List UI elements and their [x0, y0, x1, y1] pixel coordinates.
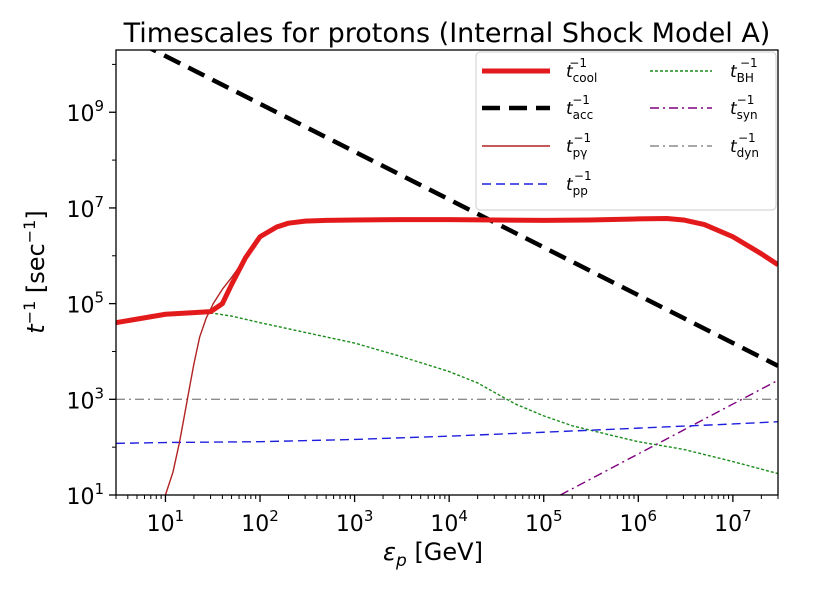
- y-tick-label: 107: [66, 193, 104, 223]
- legend-box: [475, 51, 777, 211]
- series-layer: [116, 50, 778, 495]
- x-ticks: 101 102 103 104 105 106 107: [115, 495, 779, 537]
- legend-label-BH: tBH−1: [730, 56, 758, 85]
- series-line-cool: [116, 216, 778, 326]
- svg-text:t−1 [sec−1]: t−1 [sec−1]: [20, 210, 50, 333]
- x-tick-label: 105: [525, 507, 563, 537]
- series-line-BH: [116, 311, 778, 475]
- y-ticks: 101 103 105 107 109: [66, 63, 116, 510]
- x-tick-label: 107: [714, 507, 752, 537]
- series-line-syn: [560, 379, 778, 495]
- y-tick-label: 103: [66, 384, 104, 414]
- legend-label-acc: tacc−1: [566, 93, 593, 122]
- legend-label-pγ: tpγ−1: [566, 131, 591, 160]
- chart-title: Timescales for protons (Internal Shock M…: [123, 18, 771, 49]
- x-tick-label: 103: [336, 507, 374, 537]
- x-tick-label: 101: [147, 507, 185, 537]
- legend: tcool−1 tacc−1 tpγ−1 tpp−1 tBH−1 tsyn−1 tdyn−1: [475, 51, 777, 211]
- y-tick-label: 105: [66, 289, 104, 319]
- x-axis-label: εp [GeV]: [383, 538, 483, 571]
- x-tick-label: 106: [620, 507, 658, 537]
- y-tick-label: 109: [66, 97, 104, 127]
- legend-label-syn: tsyn−1: [730, 93, 758, 122]
- svg-text:εp [GeV]: εp [GeV]: [383, 538, 483, 571]
- series-line-acc: [148, 50, 778, 368]
- legend-label-cool: tcool−1: [566, 56, 597, 85]
- plot-frame: [115, 49, 779, 496]
- legend-label-pp: tpp−1: [566, 169, 592, 198]
- y-tick-label: 101: [66, 480, 104, 510]
- x-tick-label: 104: [430, 507, 468, 537]
- x-tick-label: 102: [241, 507, 279, 537]
- legend-label-dyn: tdyn−1: [730, 131, 759, 160]
- y-axis-label: t−1 [sec−1]: [20, 210, 50, 333]
- series-line-pγ: [164, 217, 778, 495]
